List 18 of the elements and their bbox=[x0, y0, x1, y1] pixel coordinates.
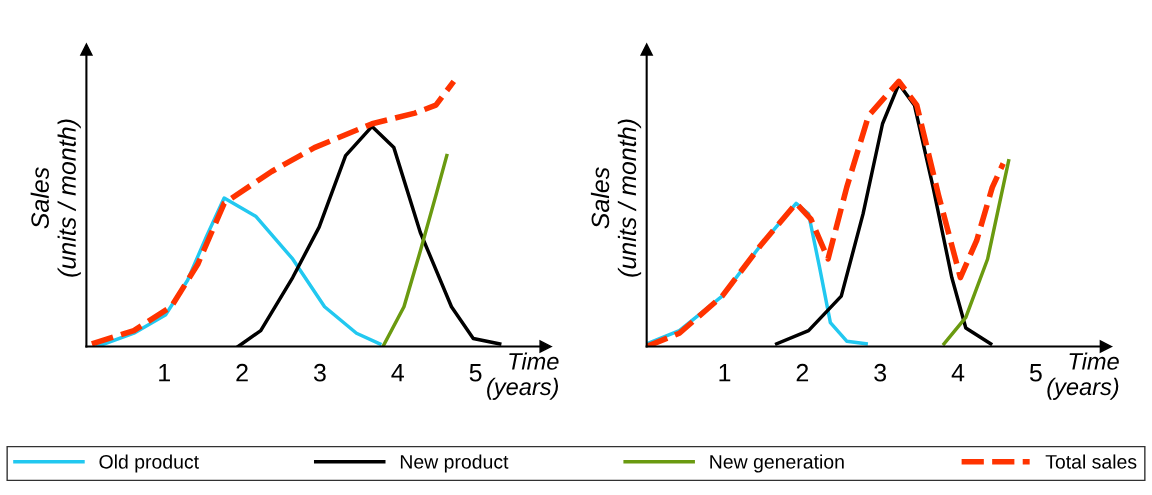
legend-label: New product bbox=[400, 454, 509, 473]
legend-label: Total sales bbox=[1045, 454, 1137, 469]
legend-label: New generation bbox=[710, 454, 844, 473]
x-tick-label: 2 bbox=[796, 363, 809, 382]
x-tick-label: 4 bbox=[951, 364, 965, 382]
y-axis-title: Sales (units / month) bbox=[30, 119, 81, 277]
x-tick-label: 1 bbox=[719, 364, 731, 382]
x-tick-label: 5 bbox=[469, 364, 482, 382]
x-tick-label: 5 bbox=[1029, 364, 1042, 382]
y-axis-title: Sales (units / month) bbox=[590, 119, 642, 277]
x-tick-label: 3 bbox=[313, 363, 326, 382]
x-tick-label: 3 bbox=[874, 363, 887, 382]
x-axis-title: Time (years) bbox=[1047, 352, 1119, 400]
legend-label: Old product bbox=[99, 454, 199, 473]
x-axis-title: Time (years) bbox=[487, 352, 559, 400]
x-tick-label: 4 bbox=[391, 364, 404, 382]
x-tick-label: 2 bbox=[236, 363, 248, 382]
x-tick-label: 1 bbox=[159, 364, 170, 382]
